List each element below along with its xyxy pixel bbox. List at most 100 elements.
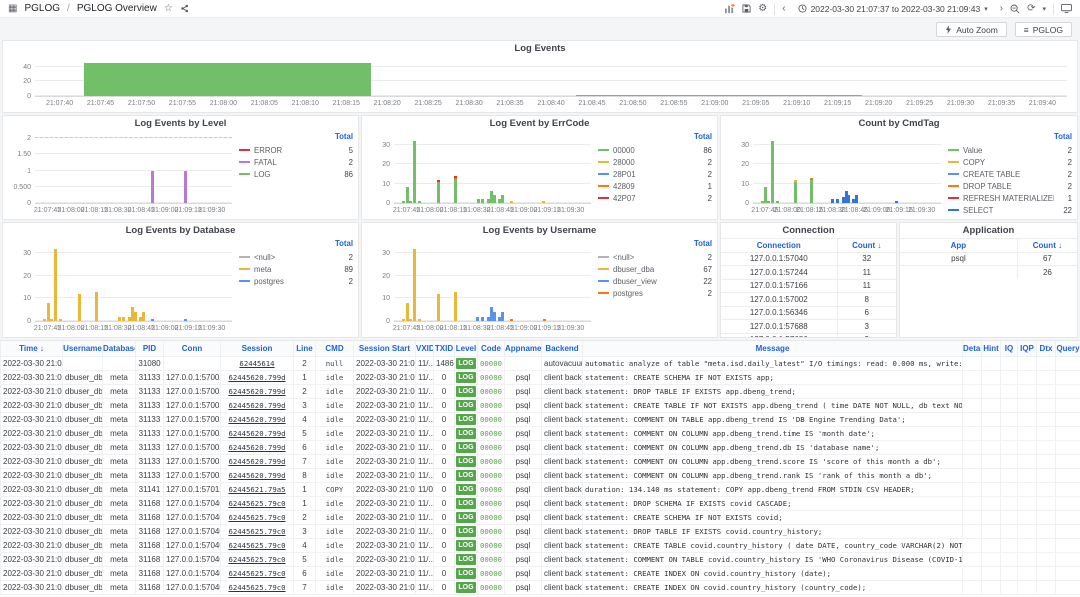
legend-item[interactable]: ERROR5 — [239, 144, 355, 156]
legend-total-header[interactable]: Total — [948, 132, 1074, 144]
log-events-chart[interactable]: 0204021:07:4021:07:4521:07:5021:07:5521:… — [9, 54, 1071, 110]
bar-segment[interactable] — [437, 294, 440, 321]
log-column-header[interactable]: IQP — [1018, 341, 1037, 356]
legend-item[interactable]: <null>2 — [239, 251, 355, 263]
legend-item[interactable]: meta89 — [239, 263, 355, 275]
bar-segment[interactable] — [454, 292, 457, 321]
star-icon[interactable]: ☆ — [164, 4, 173, 14]
bar-segment[interactable] — [134, 312, 137, 321]
breadcrumb-page[interactable]: PGLOG Overview — [77, 3, 157, 14]
bar-segment[interactable] — [437, 180, 440, 182]
legend-item[interactable]: postgres2 — [598, 287, 714, 299]
session-link[interactable]: 62445620.799d — [221, 370, 294, 384]
legend-item[interactable]: <null>2 — [598, 251, 714, 263]
panel-title[interactable]: Count by CmdTag — [721, 118, 1077, 129]
log-column-header[interactable]: Session Start — [354, 341, 416, 356]
log-column-header[interactable]: Message — [583, 341, 963, 356]
bar-segment[interactable] — [142, 312, 145, 321]
by-database-chart[interactable]: 010203021:07:4521:08:0021:08:1521:08:302… — [9, 238, 236, 335]
bar-segment[interactable] — [95, 292, 98, 321]
kiosk-tv-icon[interactable] — [1061, 4, 1072, 13]
legend-item[interactable]: 42P072 — [598, 192, 714, 204]
bar-segment[interactable] — [831, 199, 834, 203]
breadcrumb-app[interactable]: PGLOG — [24, 3, 60, 14]
bar-segment[interactable] — [409, 319, 412, 321]
bar-segment[interactable] — [855, 195, 858, 203]
log-column-header[interactable]: Session — [221, 341, 294, 356]
bar-segment[interactable] — [543, 319, 546, 321]
bar-segment[interactable] — [413, 141, 416, 203]
refresh-icon[interactable]: ⟳ — [1027, 4, 1035, 14]
zoom-out-icon[interactable] — [1010, 4, 1020, 14]
panel-title[interactable]: Log Events by Database — [3, 225, 358, 236]
session-link[interactable]: 62445625.79c0 — [221, 538, 294, 552]
pglog-link-button[interactable]: ≡ PGLOG — [1015, 22, 1072, 37]
panel-title[interactable]: Connection — [721, 225, 896, 236]
bar-segment[interactable] — [59, 319, 62, 321]
session-link[interactable]: 62445620.799d — [221, 440, 294, 454]
auto-zoom-button[interactable]: Auto Zoom — [936, 22, 1007, 37]
bar-segment[interactable] — [54, 249, 57, 321]
log-column-header[interactable]: Detail — [963, 341, 982, 356]
add-panel-icon[interactable] — [724, 4, 735, 14]
log-column-header[interactable]: Conn — [164, 341, 221, 356]
legend-item[interactable]: COPY2 — [948, 156, 1074, 168]
bar-segment[interactable] — [481, 317, 484, 322]
time-range-picker[interactable]: 2022-03-30 21:07:37 to 2022-03-30 21:09:… — [793, 3, 993, 15]
log-column-header[interactable]: TXID — [434, 341, 455, 356]
log-column-header[interactable]: Code — [478, 341, 505, 356]
time-forward-icon[interactable]: › — [1000, 4, 1003, 14]
bar-segment[interactable] — [510, 201, 513, 203]
legend-item[interactable]: 280002 — [598, 156, 714, 168]
bar-segment[interactable] — [418, 201, 421, 203]
column-header[interactable]: Count ↓ — [1017, 239, 1077, 252]
bar-segment[interactable] — [576, 95, 863, 96]
by-username-chart[interactable]: 010203021:07:4521:08:0021:08:1521:08:302… — [368, 238, 595, 335]
legend-item[interactable]: postgres2 — [239, 275, 355, 287]
session-link[interactable]: 62445625.79c0 — [221, 496, 294, 510]
bar-segment[interactable] — [50, 319, 53, 321]
bar-segment[interactable] — [776, 201, 779, 203]
bar-segment[interactable] — [794, 182, 797, 203]
legend-item[interactable]: SELECT22 — [948, 204, 1074, 216]
bar-segment[interactable] — [501, 195, 504, 203]
legend-item[interactable]: 428091 — [598, 180, 714, 192]
column-header[interactable]: App — [900, 239, 1017, 252]
log-column-header[interactable]: Username — [63, 341, 103, 356]
panel-title[interactable]: Log Events by Level — [3, 118, 358, 129]
bar-segment[interactable] — [454, 178, 457, 180]
bar-segment[interactable] — [418, 319, 421, 321]
bar-segment[interactable] — [794, 180, 797, 182]
session-link[interactable]: 62445620.799d — [221, 398, 294, 412]
legend-item[interactable]: REFRESH MATERIALIZED VIEW1 — [948, 192, 1074, 204]
bar-segment[interactable] — [78, 294, 81, 321]
session-link[interactable]: 62445620.799d — [221, 468, 294, 482]
apps-grid-icon[interactable]: ▦ — [8, 4, 17, 14]
bar-segment[interactable] — [437, 182, 440, 203]
bar-segment[interactable] — [413, 249, 416, 321]
bar-segment[interactable] — [84, 63, 371, 96]
session-link[interactable]: 62445625.79c0 — [221, 566, 294, 580]
legend-item[interactable]: 28P012 — [598, 168, 714, 180]
legend-total-header[interactable]: Total — [598, 132, 714, 144]
refresh-interval-dropdown[interactable]: ▾ — [1042, 5, 1046, 13]
legend-total-header[interactable]: Total — [598, 239, 714, 251]
bar-segment[interactable] — [493, 312, 496, 321]
bar-segment[interactable] — [184, 171, 187, 203]
panel-title[interactable]: Log Events — [3, 43, 1077, 54]
bar-segment[interactable] — [184, 319, 187, 321]
bar-segment[interactable] — [493, 195, 496, 203]
legend-total-header[interactable]: Total — [239, 239, 355, 251]
log-column-header[interactable]: Hint — [982, 341, 1001, 356]
legend-item[interactable]: dbuser_view22 — [598, 275, 714, 287]
bar-segment[interactable] — [476, 317, 479, 322]
log-column-header[interactable]: Database — [103, 341, 136, 356]
log-column-header[interactable]: CMD — [316, 341, 354, 356]
session-link[interactable]: 62445620.799d — [221, 384, 294, 398]
column-header[interactable]: Connection — [721, 239, 837, 252]
bar-segment[interactable] — [771, 141, 774, 203]
bar-segment[interactable] — [151, 171, 154, 203]
log-column-header[interactable]: IQ — [1001, 341, 1018, 356]
bar-segment[interactable] — [510, 319, 513, 321]
save-icon[interactable] — [742, 4, 751, 13]
